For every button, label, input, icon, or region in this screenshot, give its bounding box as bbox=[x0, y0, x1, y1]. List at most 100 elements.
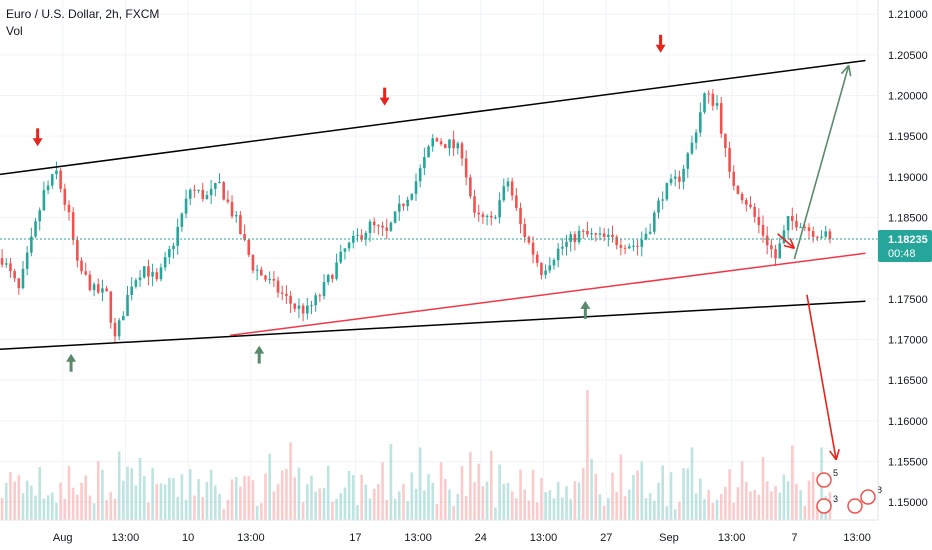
volume-bar bbox=[0, 497, 4, 520]
support-line bbox=[229, 252, 866, 337]
candle-body bbox=[753, 207, 756, 217]
volume-bar bbox=[314, 491, 317, 520]
volume-bar bbox=[502, 483, 506, 520]
volume-bar bbox=[581, 467, 585, 520]
candle-body bbox=[619, 245, 623, 248]
candle-body bbox=[126, 294, 129, 316]
candle-body bbox=[577, 230, 581, 243]
candle-body bbox=[431, 138, 435, 147]
volume-bar bbox=[138, 457, 142, 520]
candle-body bbox=[105, 288, 108, 292]
volume-label[interactable]: Vol bbox=[6, 24, 23, 38]
volume-bar bbox=[385, 499, 389, 520]
down-marker-head bbox=[32, 138, 43, 147]
x-tick-label: 13:00 bbox=[530, 532, 558, 544]
candle-body bbox=[423, 157, 426, 169]
candle-body bbox=[786, 215, 790, 231]
volume-bar bbox=[657, 482, 660, 520]
candle-body bbox=[335, 262, 338, 279]
candle-body bbox=[598, 233, 602, 235]
volume-bar bbox=[469, 452, 472, 520]
candle-body bbox=[50, 174, 54, 186]
down-marker bbox=[383, 87, 387, 100]
volume-bar bbox=[218, 493, 221, 520]
volume-bar bbox=[134, 485, 138, 520]
candle-body bbox=[88, 274, 92, 291]
volume-bar bbox=[724, 486, 727, 520]
candle-body bbox=[9, 263, 12, 272]
candle-body bbox=[594, 233, 598, 235]
candle-body bbox=[38, 210, 42, 222]
candle-body bbox=[138, 277, 142, 281]
volume-bar bbox=[268, 453, 271, 520]
volume-bar bbox=[464, 495, 468, 520]
candle-body bbox=[243, 234, 246, 240]
candle-body bbox=[113, 322, 117, 337]
candle-body bbox=[130, 286, 133, 295]
volume-bar bbox=[276, 484, 280, 520]
candle-body bbox=[59, 170, 62, 189]
candle-body bbox=[724, 133, 727, 149]
candle-body bbox=[176, 226, 179, 246]
candle-body bbox=[339, 251, 343, 263]
candle-body bbox=[644, 233, 648, 240]
volume-bar bbox=[306, 484, 309, 520]
volume-bar bbox=[50, 492, 54, 520]
candle-body bbox=[623, 247, 627, 249]
candle-body bbox=[678, 176, 681, 182]
candle-body bbox=[569, 234, 572, 242]
candle-body bbox=[343, 248, 347, 252]
candle-body bbox=[155, 272, 159, 280]
x-tick-label: 13:00 bbox=[718, 532, 746, 544]
volume-bar bbox=[335, 498, 338, 520]
candle-body bbox=[816, 236, 819, 238]
y-tick-label: 1.16500 bbox=[888, 375, 928, 387]
candle-body bbox=[439, 141, 443, 145]
symbol-title[interactable]: Euro / U.S. Dollar, 2h, FXCM bbox=[6, 7, 160, 21]
candle-body bbox=[381, 225, 384, 228]
small-down-arrow-head bbox=[789, 237, 796, 249]
candle-body bbox=[799, 226, 802, 228]
volume-bar bbox=[264, 473, 267, 520]
volume-bar bbox=[586, 390, 589, 520]
candle-body bbox=[573, 234, 577, 243]
volume-bar bbox=[343, 487, 347, 520]
candle-body bbox=[226, 199, 230, 202]
volume-bar bbox=[531, 469, 535, 520]
volume-bar bbox=[607, 498, 610, 520]
candle-body bbox=[63, 188, 67, 205]
volume-bar bbox=[795, 483, 798, 520]
candle-body bbox=[749, 204, 752, 208]
candle-body bbox=[21, 268, 25, 289]
candle-body bbox=[142, 266, 146, 278]
volume-bar bbox=[515, 498, 518, 520]
price-badge bbox=[878, 230, 932, 263]
volume-bar bbox=[377, 483, 380, 520]
volume-bar bbox=[130, 468, 133, 520]
candle-body bbox=[460, 143, 464, 159]
candle-body bbox=[627, 246, 631, 249]
candle-body bbox=[607, 234, 610, 237]
volume-bar bbox=[226, 499, 230, 520]
candle-body bbox=[757, 216, 761, 225]
candle-body bbox=[13, 271, 16, 279]
candle-body bbox=[427, 146, 430, 158]
candle-body bbox=[255, 269, 259, 271]
volume-bar bbox=[21, 493, 25, 520]
volume-bar bbox=[201, 496, 205, 520]
candle-body bbox=[251, 254, 255, 271]
volume-bar bbox=[561, 497, 564, 520]
candle-body bbox=[264, 275, 267, 280]
candle-body bbox=[565, 241, 568, 247]
up-marker bbox=[257, 351, 261, 364]
y-tick-label: 1.19000 bbox=[888, 172, 928, 184]
volume-bar bbox=[636, 470, 639, 520]
candle-body bbox=[774, 249, 777, 259]
candle-body bbox=[719, 103, 723, 134]
candle-body bbox=[159, 267, 163, 280]
candle-body bbox=[770, 245, 773, 250]
candle-body bbox=[67, 204, 71, 213]
volume-bar bbox=[25, 480, 29, 520]
candle-body bbox=[80, 260, 83, 272]
candles bbox=[0, 89, 832, 344]
